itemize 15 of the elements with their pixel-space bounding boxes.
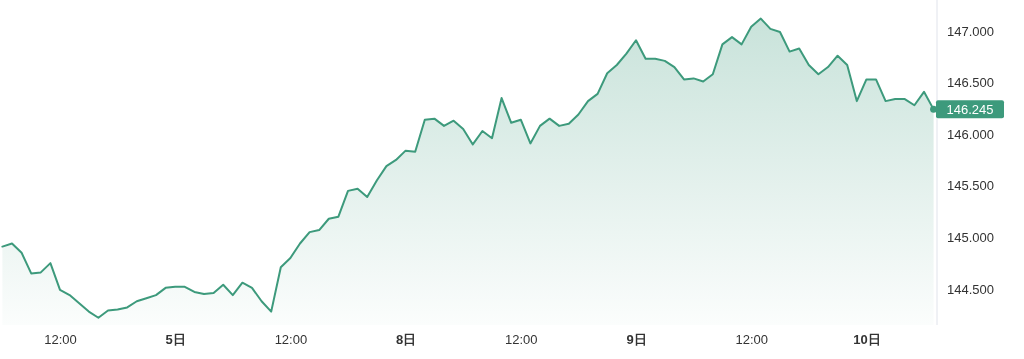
y-tick-label: 144.500 [947, 281, 994, 297]
y-tick-label: 147.000 [947, 23, 994, 39]
x-tick-label: 10日 [853, 332, 881, 348]
x-tick-label: 12:00 [44, 332, 77, 348]
y-tick-label: 145.000 [947, 229, 994, 245]
x-tick-label: 12:00 [735, 332, 768, 348]
x-tick-label: 12:00 [505, 332, 538, 348]
y-tick-label: 146.500 [947, 75, 994, 91]
x-tick-label: 12:00 [274, 332, 308, 348]
y-tick-label: 145.500 [947, 178, 994, 194]
x-tick-label: 9日 [626, 332, 647, 348]
y-tick-label: 146.000 [947, 126, 994, 142]
text: 146.245 [946, 101, 994, 117]
x-tick-label: 5日 [165, 332, 186, 348]
x-tick-label: 8日 [395, 332, 417, 348]
